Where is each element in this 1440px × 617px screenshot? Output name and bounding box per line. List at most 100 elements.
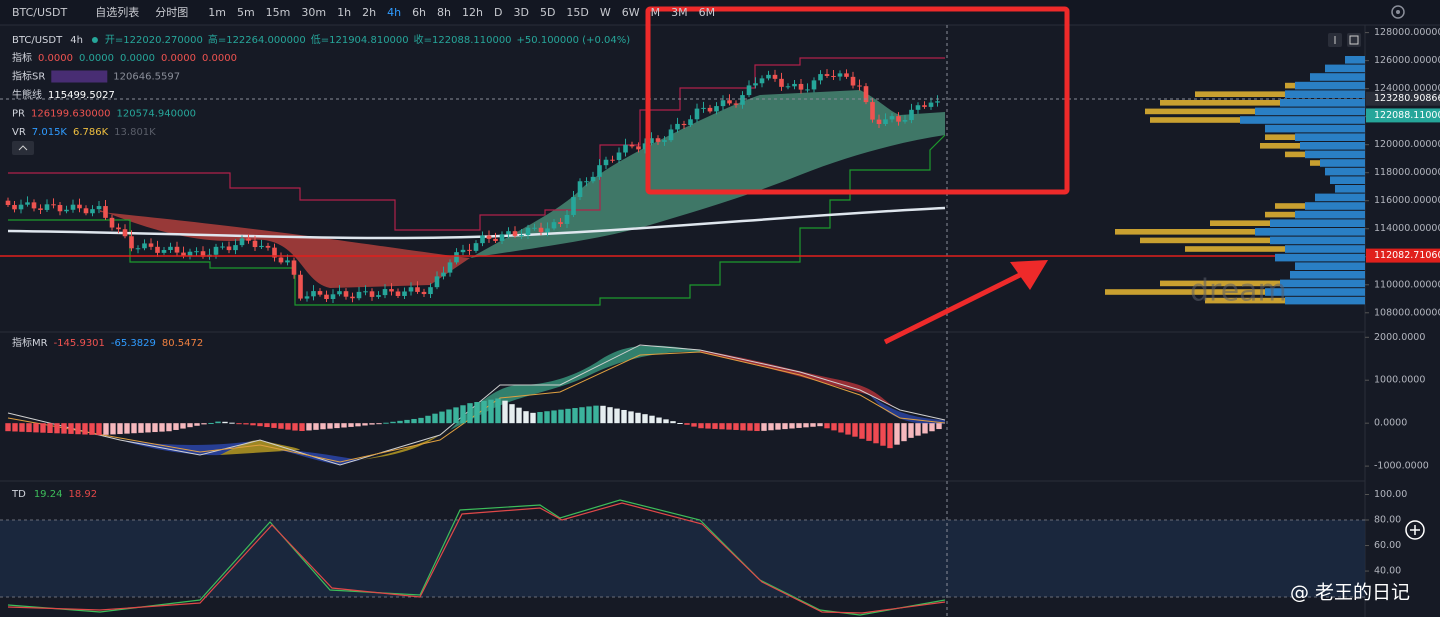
mr-bar	[194, 423, 200, 426]
legend-row-name: 牛熊线	[12, 88, 42, 101]
fullscreen-button[interactable]	[1347, 33, 1361, 47]
candle-body	[863, 86, 869, 103]
toolbar-button[interactable]: 自选列表	[95, 5, 139, 19]
mr-bar	[873, 423, 879, 444]
candle-body	[350, 296, 355, 299]
legend-row-value: 7.015K	[32, 127, 68, 138]
mr-bar	[334, 423, 340, 429]
candle-body	[148, 243, 154, 247]
profile-bar	[1315, 193, 1365, 202]
interval-button[interactable]: 1h	[337, 6, 351, 19]
interval-button[interactable]: 3D	[513, 6, 528, 19]
profile-bar	[1265, 288, 1365, 296]
candle-body	[369, 291, 375, 297]
mr-bar	[327, 423, 333, 429]
mr-bar	[775, 423, 781, 430]
mr-bar	[243, 423, 249, 425]
mr-bar	[768, 423, 774, 431]
settings-icon[interactable]	[1391, 5, 1405, 19]
candle-body	[766, 74, 771, 79]
mr-bar	[859, 423, 865, 439]
mr-fill	[220, 440, 300, 455]
interval-button[interactable]: D	[494, 6, 502, 19]
candle-body	[480, 235, 485, 244]
td-tick-label: 40.00	[1374, 566, 1401, 577]
td-tick-label: 80.00	[1374, 515, 1401, 526]
interval-button[interactable]: 30m	[301, 6, 326, 19]
mr-bar	[887, 423, 893, 449]
mr-bar	[124, 423, 130, 434]
interval-button[interactable]: 3M	[671, 6, 688, 19]
legend-row-value: 6.786K	[73, 127, 109, 138]
interval-button[interactable]: 4h	[387, 6, 401, 19]
add-button[interactable]	[1405, 520, 1425, 540]
interval-button[interactable]: 6W	[622, 6, 640, 19]
candle-body	[499, 234, 505, 241]
price-tick-label: 126000.000000	[1374, 55, 1440, 66]
candle-body	[746, 85, 752, 96]
interval-button[interactable]: 5m	[237, 6, 255, 19]
mr-bar	[922, 423, 928, 434]
interval-button[interactable]: 1m	[208, 6, 226, 19]
profile-bar	[1240, 116, 1365, 124]
candle-body	[12, 205, 17, 210]
credit: @ 老王的日记	[1290, 582, 1410, 604]
mr-bar	[656, 417, 662, 424]
interval-button[interactable]: 2h	[362, 6, 376, 19]
legend-row-value: 0.0000	[161, 53, 196, 64]
mr-tick-label: 2000.0000	[1374, 332, 1425, 343]
interval-button[interactable]: W	[600, 6, 611, 19]
mr-bar	[817, 423, 823, 427]
interval-button[interactable]: 6M	[699, 6, 716, 19]
mr-bar	[915, 423, 921, 436]
mr-bar	[348, 423, 354, 427]
status-dot	[91, 37, 98, 43]
mr-bar	[565, 408, 571, 424]
mr-bar	[355, 423, 361, 427]
mr-bar	[537, 412, 543, 424]
interval-button[interactable]: 15D	[566, 6, 588, 19]
mr-bar	[712, 423, 718, 429]
legend-symbol: BTC/USDT	[12, 35, 63, 46]
interval-button[interactable]: 12h	[462, 6, 483, 19]
candle-body	[837, 73, 843, 77]
candle-body	[486, 235, 492, 239]
mr-bar	[551, 410, 557, 424]
mr-bar	[54, 423, 60, 434]
mr-bar	[152, 423, 158, 433]
mr-bar	[894, 423, 900, 445]
cloud-bear	[100, 210, 470, 288]
price-tick-label: 118000.000000	[1374, 167, 1440, 178]
scroll-button[interactable]	[1328, 33, 1342, 47]
candle-body	[610, 159, 615, 161]
profile-bar	[1285, 90, 1365, 98]
mr-bar	[586, 406, 592, 424]
interval-button[interactable]: M	[651, 6, 661, 19]
candle-body	[246, 238, 251, 241]
mr-bar	[229, 422, 235, 424]
toolbar-button[interactable]: 分时图	[155, 6, 188, 19]
mr-bar	[68, 423, 74, 434]
price-tick-label: 128000.000000	[1374, 27, 1440, 38]
candle-body	[337, 291, 342, 295]
interval-button[interactable]: 8h	[437, 6, 451, 19]
mr-bar	[376, 423, 382, 425]
candle-body	[226, 246, 232, 251]
collapse-button[interactable]	[12, 141, 34, 155]
mr-bar	[558, 409, 564, 424]
mr-bar	[103, 423, 109, 435]
mr-bar	[705, 423, 711, 429]
profile-bar	[1310, 73, 1365, 81]
td-line	[7, 499, 946, 616]
mr-bar	[467, 403, 473, 424]
profile-bar	[1295, 262, 1365, 270]
interval-button[interactable]: 6h	[412, 6, 426, 19]
candle-body	[629, 144, 635, 147]
interval-button[interactable]: 15m	[266, 6, 291, 19]
mr-bar	[33, 423, 39, 433]
mr-bar	[40, 423, 46, 433]
interval-button[interactable]: 5D	[540, 6, 555, 19]
price-pane	[5, 57, 946, 306]
candle-body	[805, 89, 810, 91]
candle-body	[324, 294, 329, 299]
